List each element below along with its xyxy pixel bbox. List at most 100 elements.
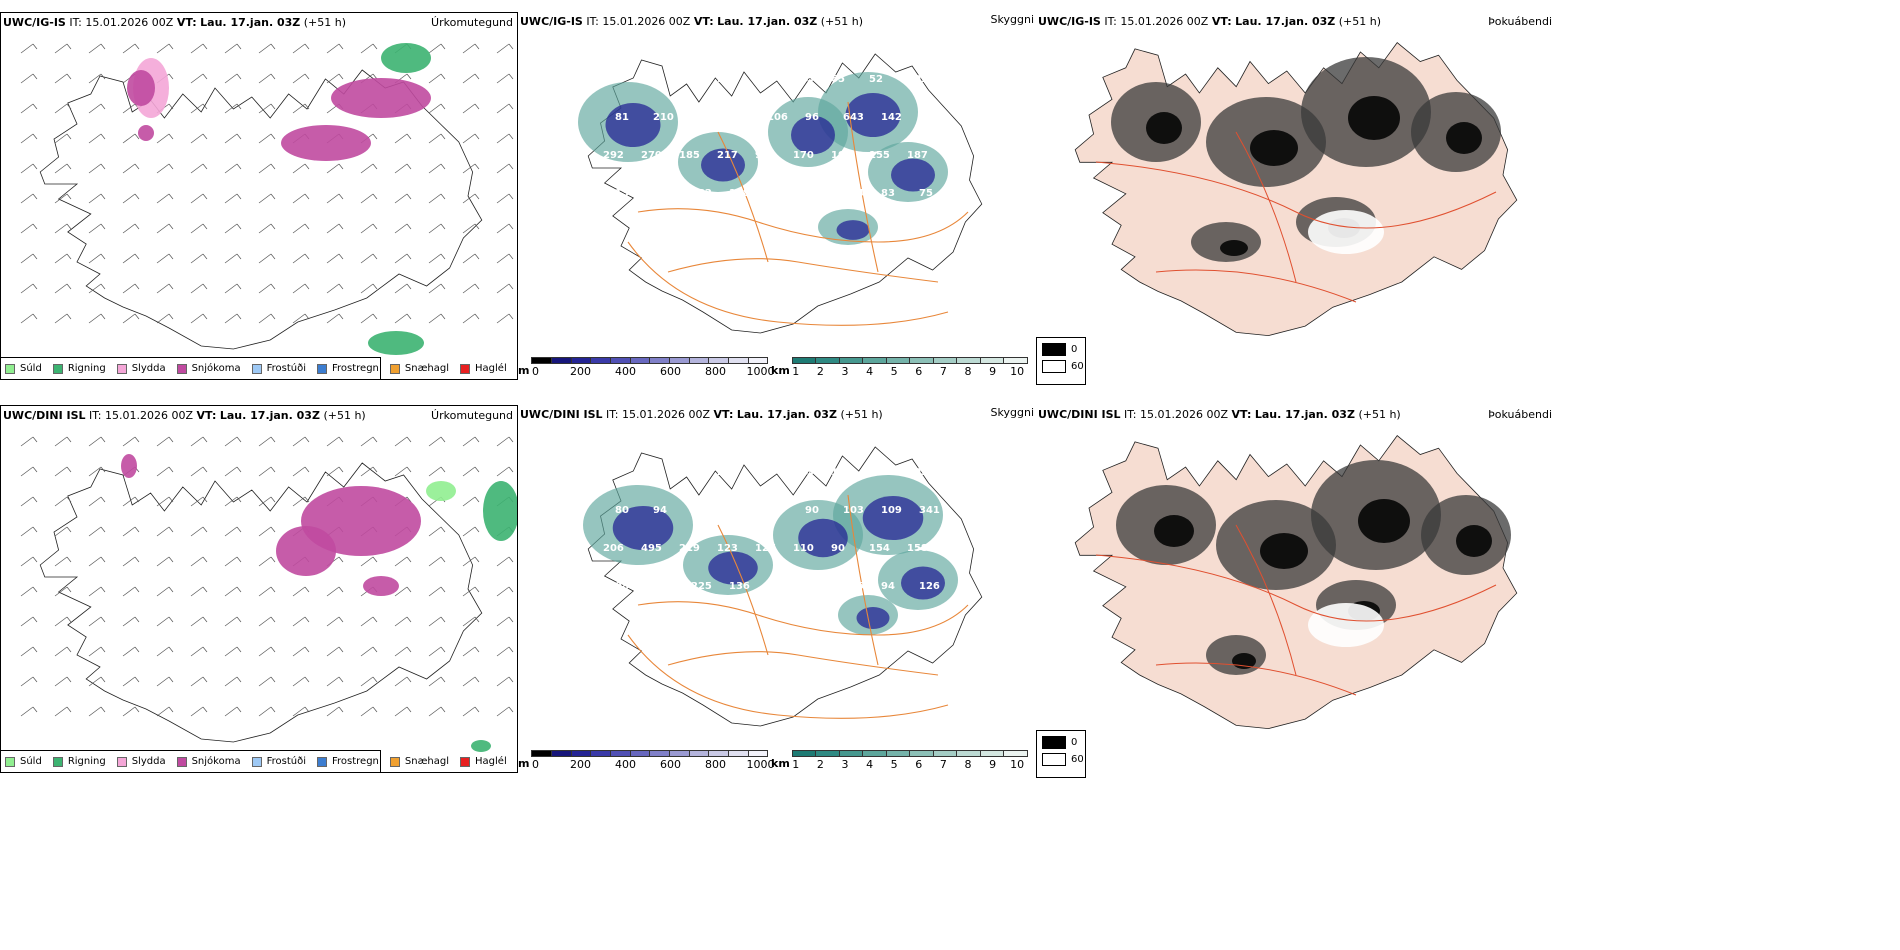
precip-area — [138, 125, 154, 141]
wind-barb — [326, 223, 344, 234]
fog-core — [1358, 499, 1410, 543]
wind-barb — [292, 496, 310, 507]
wind-barb — [360, 556, 378, 567]
wind-barb — [462, 436, 480, 447]
wind-barb — [360, 616, 378, 627]
precip-map — [20, 436, 517, 752]
wind-barb — [190, 496, 208, 507]
ceiling-label: 90 — [717, 74, 731, 85]
ceiling-label: 153 — [641, 226, 662, 237]
wind-barb — [190, 556, 208, 567]
wind-barb — [20, 556, 38, 567]
wind-barb — [394, 133, 412, 144]
ceiling-label: 389 — [805, 581, 826, 592]
ceiling-label: 170 — [793, 150, 814, 161]
wind-barb — [224, 253, 242, 264]
panel-header: UWC/IG-IS IT: 15.01.2026 00Z VT: Lau. 17… — [520, 15, 863, 28]
ceiling-label: 133 — [919, 112, 940, 123]
wind-barb — [292, 706, 310, 717]
vt-label: VT: — [1211, 15, 1232, 28]
ceiling-label: 75 — [919, 188, 933, 199]
wind-barb — [360, 163, 378, 174]
wind-barb — [326, 586, 344, 597]
legend-item: Frostregn — [317, 756, 379, 767]
precip-legend: Súld Rigning Slydda Snjókoma Frostúði Frostre… — [1, 357, 507, 379]
glacier — [1308, 603, 1384, 647]
wind-barb — [462, 73, 480, 84]
legend-swatch — [460, 363, 471, 374]
wind-barb — [20, 496, 38, 507]
wind-barb — [224, 43, 242, 54]
wind-barb — [54, 133, 72, 144]
wind-barb — [394, 436, 412, 447]
colorbar-tick: 1000 — [746, 365, 775, 378]
wind-barb — [360, 253, 378, 264]
wind-barb — [20, 283, 38, 294]
wind-barb — [190, 466, 208, 477]
wind-barb — [156, 133, 174, 144]
legend-label: Súld — [20, 363, 42, 374]
precip-area — [281, 125, 371, 161]
model-name: UWC/DINI ISL — [520, 408, 603, 421]
wind-barb — [122, 496, 140, 507]
colorbar-tick: 7 — [939, 758, 947, 771]
wind-barb — [292, 676, 310, 687]
wind-barb — [360, 283, 378, 294]
ceiling-label: 107 — [831, 150, 852, 161]
colorbar-segment — [590, 750, 612, 757]
wind-barb — [54, 526, 72, 537]
wind-barb — [190, 103, 208, 114]
colorbar-segment — [531, 357, 553, 364]
wind-barb — [54, 283, 72, 294]
wind-barb — [88, 706, 106, 717]
legend-swatch — [52, 756, 63, 767]
legend-item: Súld — [5, 363, 42, 374]
wind-barb — [326, 253, 344, 264]
wind-barb — [326, 313, 344, 324]
wind-barb — [292, 436, 310, 447]
wind-barb — [326, 193, 344, 204]
wind-barb — [20, 103, 38, 114]
legend-swatch — [116, 363, 127, 374]
wind-barb — [394, 706, 412, 717]
wind-barb — [122, 283, 140, 294]
wind-barb — [428, 43, 446, 54]
colorbar-track: 0 200 400 600 800 1000 — [531, 357, 774, 379]
wind-barb — [20, 43, 38, 54]
fog-panel-dini: UWC/DINI ISL IT: 15.01.2026 00Z VT: Lau.… — [1036, 405, 1556, 773]
ceiling-label: 212 — [717, 467, 738, 478]
wind-barb — [394, 646, 412, 657]
wind-barb — [156, 706, 174, 717]
ceiling-label: 98 — [615, 581, 629, 592]
road — [1095, 554, 1497, 622]
wind-barb — [156, 436, 174, 447]
wind-barb — [190, 73, 208, 84]
wind-barb — [394, 283, 412, 294]
wind-barb — [258, 466, 276, 477]
colorbar-tick: 2 — [816, 758, 824, 771]
colorbar-tick: 200 — [569, 365, 591, 378]
wind-barb — [428, 163, 446, 174]
ceiling-label: 58 — [691, 505, 705, 516]
ceiling-label: 150 — [831, 467, 852, 478]
precip-type-panel-ig: UWC/IG-IS IT: 15.01.2026 00Z VT: Lau. 17… — [0, 12, 518, 380]
colorbar-track: 1 2 3 4 5 6 7 8 9 10 — [791, 750, 1028, 772]
ceiling-label: 206 — [603, 543, 624, 554]
wind-barb — [496, 103, 514, 114]
road — [637, 208, 969, 243]
road — [1235, 524, 1297, 676]
ceiling-label: 165 — [793, 74, 814, 85]
glacier — [1308, 210, 1384, 254]
colorbar-segment — [728, 750, 749, 757]
wind-barb — [496, 466, 514, 477]
colorbar-tick: 400 — [614, 758, 636, 771]
wind-barb — [54, 676, 72, 687]
wind-barb — [122, 436, 140, 447]
ceiling-area — [856, 607, 890, 629]
wind-barb — [428, 313, 446, 324]
wind-barb — [258, 436, 276, 447]
ceiling-label: 225 — [691, 581, 712, 592]
fog-scale-box: 0 60 — [1036, 337, 1086, 385]
wind-barb — [462, 496, 480, 507]
wind-barb — [496, 706, 514, 717]
